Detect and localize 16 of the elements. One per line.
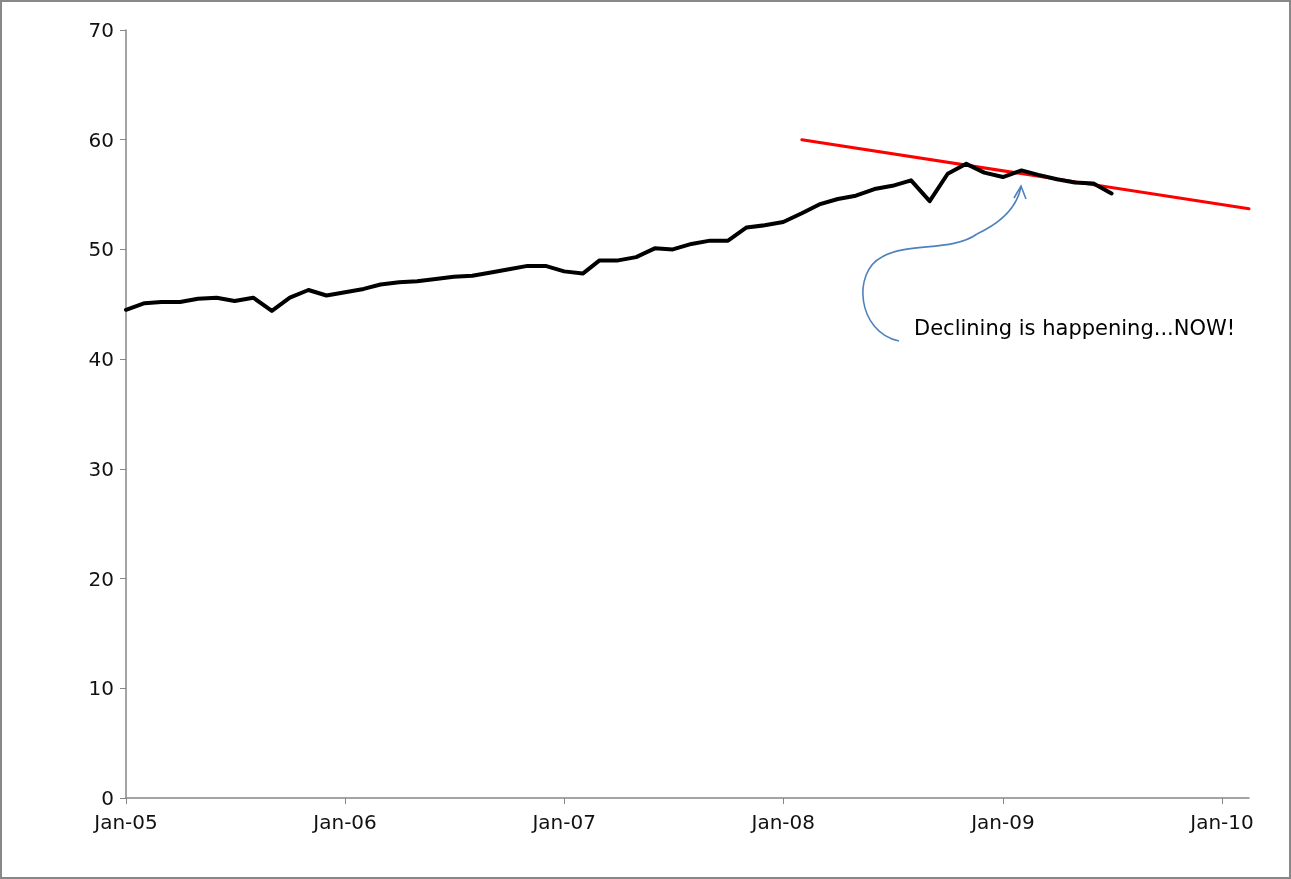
x-tick-label: Jan-06: [311, 810, 377, 834]
y-tick-label: 40: [88, 347, 114, 372]
y-tick-label: 0: [101, 786, 114, 810]
x-tick-label: Jan-09: [969, 810, 1035, 834]
y-tick-label: 30: [88, 456, 114, 481]
x-tick-label: Jan-08: [749, 810, 815, 834]
y-tick-label: 60: [88, 127, 114, 152]
x-tick-label: Jan-07: [530, 810, 596, 834]
y-tick-label: 70: [88, 18, 114, 42]
y-tick-label: 10: [88, 676, 114, 701]
x-tick-label: Jan-05: [92, 810, 158, 834]
y-tick-label: 20: [88, 566, 114, 591]
x-tick-label: Jan-10: [1188, 810, 1254, 834]
annotation: Declining is happening...NOW!: [914, 315, 1236, 340]
y-tick-label: 50: [88, 237, 114, 262]
line-series: [124, 161, 1114, 313]
